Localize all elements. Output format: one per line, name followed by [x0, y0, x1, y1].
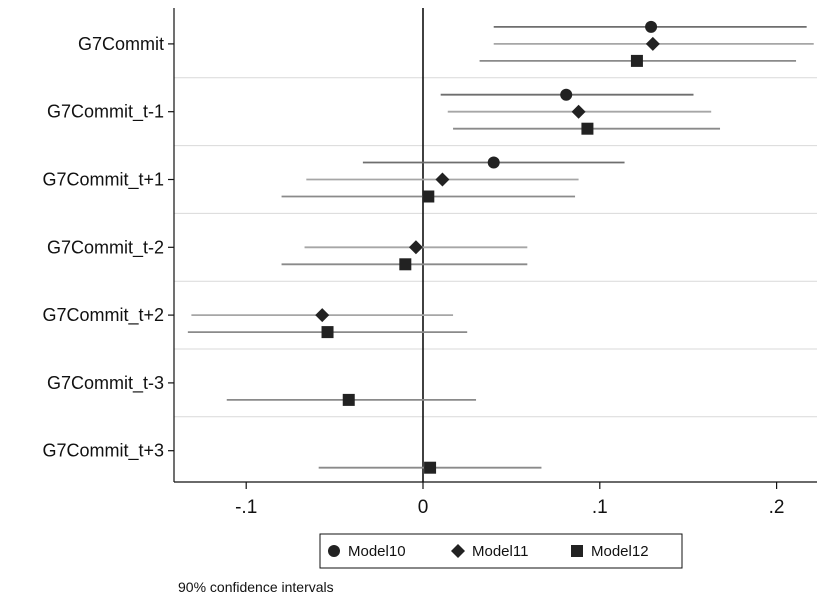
y-tick-label: G7Commit_t-2: [47, 237, 164, 258]
point-estimate-diamond: [571, 104, 586, 119]
x-tick-label: .1: [592, 497, 608, 518]
axes: [168, 8, 817, 489]
x-tick-label: -.1: [235, 497, 257, 518]
y-tick-label: G7Commit_t-1: [47, 102, 164, 123]
point-estimate-diamond: [435, 172, 450, 187]
point-estimate-circle: [560, 88, 573, 101]
legend-circle-marker: [328, 545, 340, 557]
point-estimate-square: [321, 326, 334, 339]
legend-box: [319, 533, 683, 569]
point-estimate-square: [342, 393, 355, 406]
y-tick-label: G7Commit_t-3: [47, 373, 164, 394]
grid-lines: [174, 77, 817, 418]
legend: Model10 Model11 Model12: [319, 533, 683, 569]
point-estimate-circle: [487, 156, 500, 169]
point-estimate-square: [422, 190, 435, 203]
legend-label: Model12: [591, 543, 649, 560]
point-estimate-circle: [645, 20, 658, 33]
y-tick-label: G7Commit_t+3: [42, 441, 164, 462]
chart-note: 90% confidence intervals: [178, 579, 334, 595]
point-estimate-square: [630, 54, 643, 67]
point-estimate-diamond: [645, 36, 660, 51]
legend-label: Model11: [472, 543, 528, 560]
legend-square-marker: [571, 545, 583, 557]
y-tick-label: G7Commit_t+2: [42, 305, 164, 326]
point-estimate-diamond: [408, 240, 423, 255]
x-tick-label: .2: [769, 497, 785, 518]
confidence-intervals: [187, 25, 814, 469]
axis-labels: -.1 0 .1 .2 G7Commit G7Commit_t-1 G7Commit_t+1…: [42, 34, 784, 518]
legend-label: Model10: [348, 543, 406, 560]
y-tick-label: G7Commit: [78, 34, 164, 54]
point-estimate-diamond: [315, 308, 330, 323]
point-estimate-square: [399, 258, 412, 271]
point-estimates: [315, 20, 660, 474]
point-estimate-square: [581, 122, 594, 135]
legend-diamond-marker: [451, 544, 465, 558]
point-estimate-square: [424, 461, 437, 474]
y-tick-label: G7Commit_t+1: [42, 170, 164, 191]
x-tick-label: 0: [418, 497, 429, 518]
